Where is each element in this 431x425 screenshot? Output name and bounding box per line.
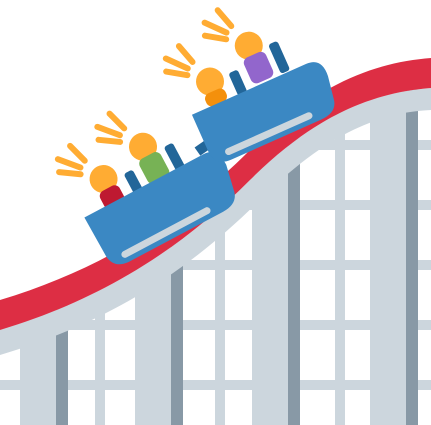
- roller-coaster: [0, 0, 431, 425]
- page: [0, 0, 431, 425]
